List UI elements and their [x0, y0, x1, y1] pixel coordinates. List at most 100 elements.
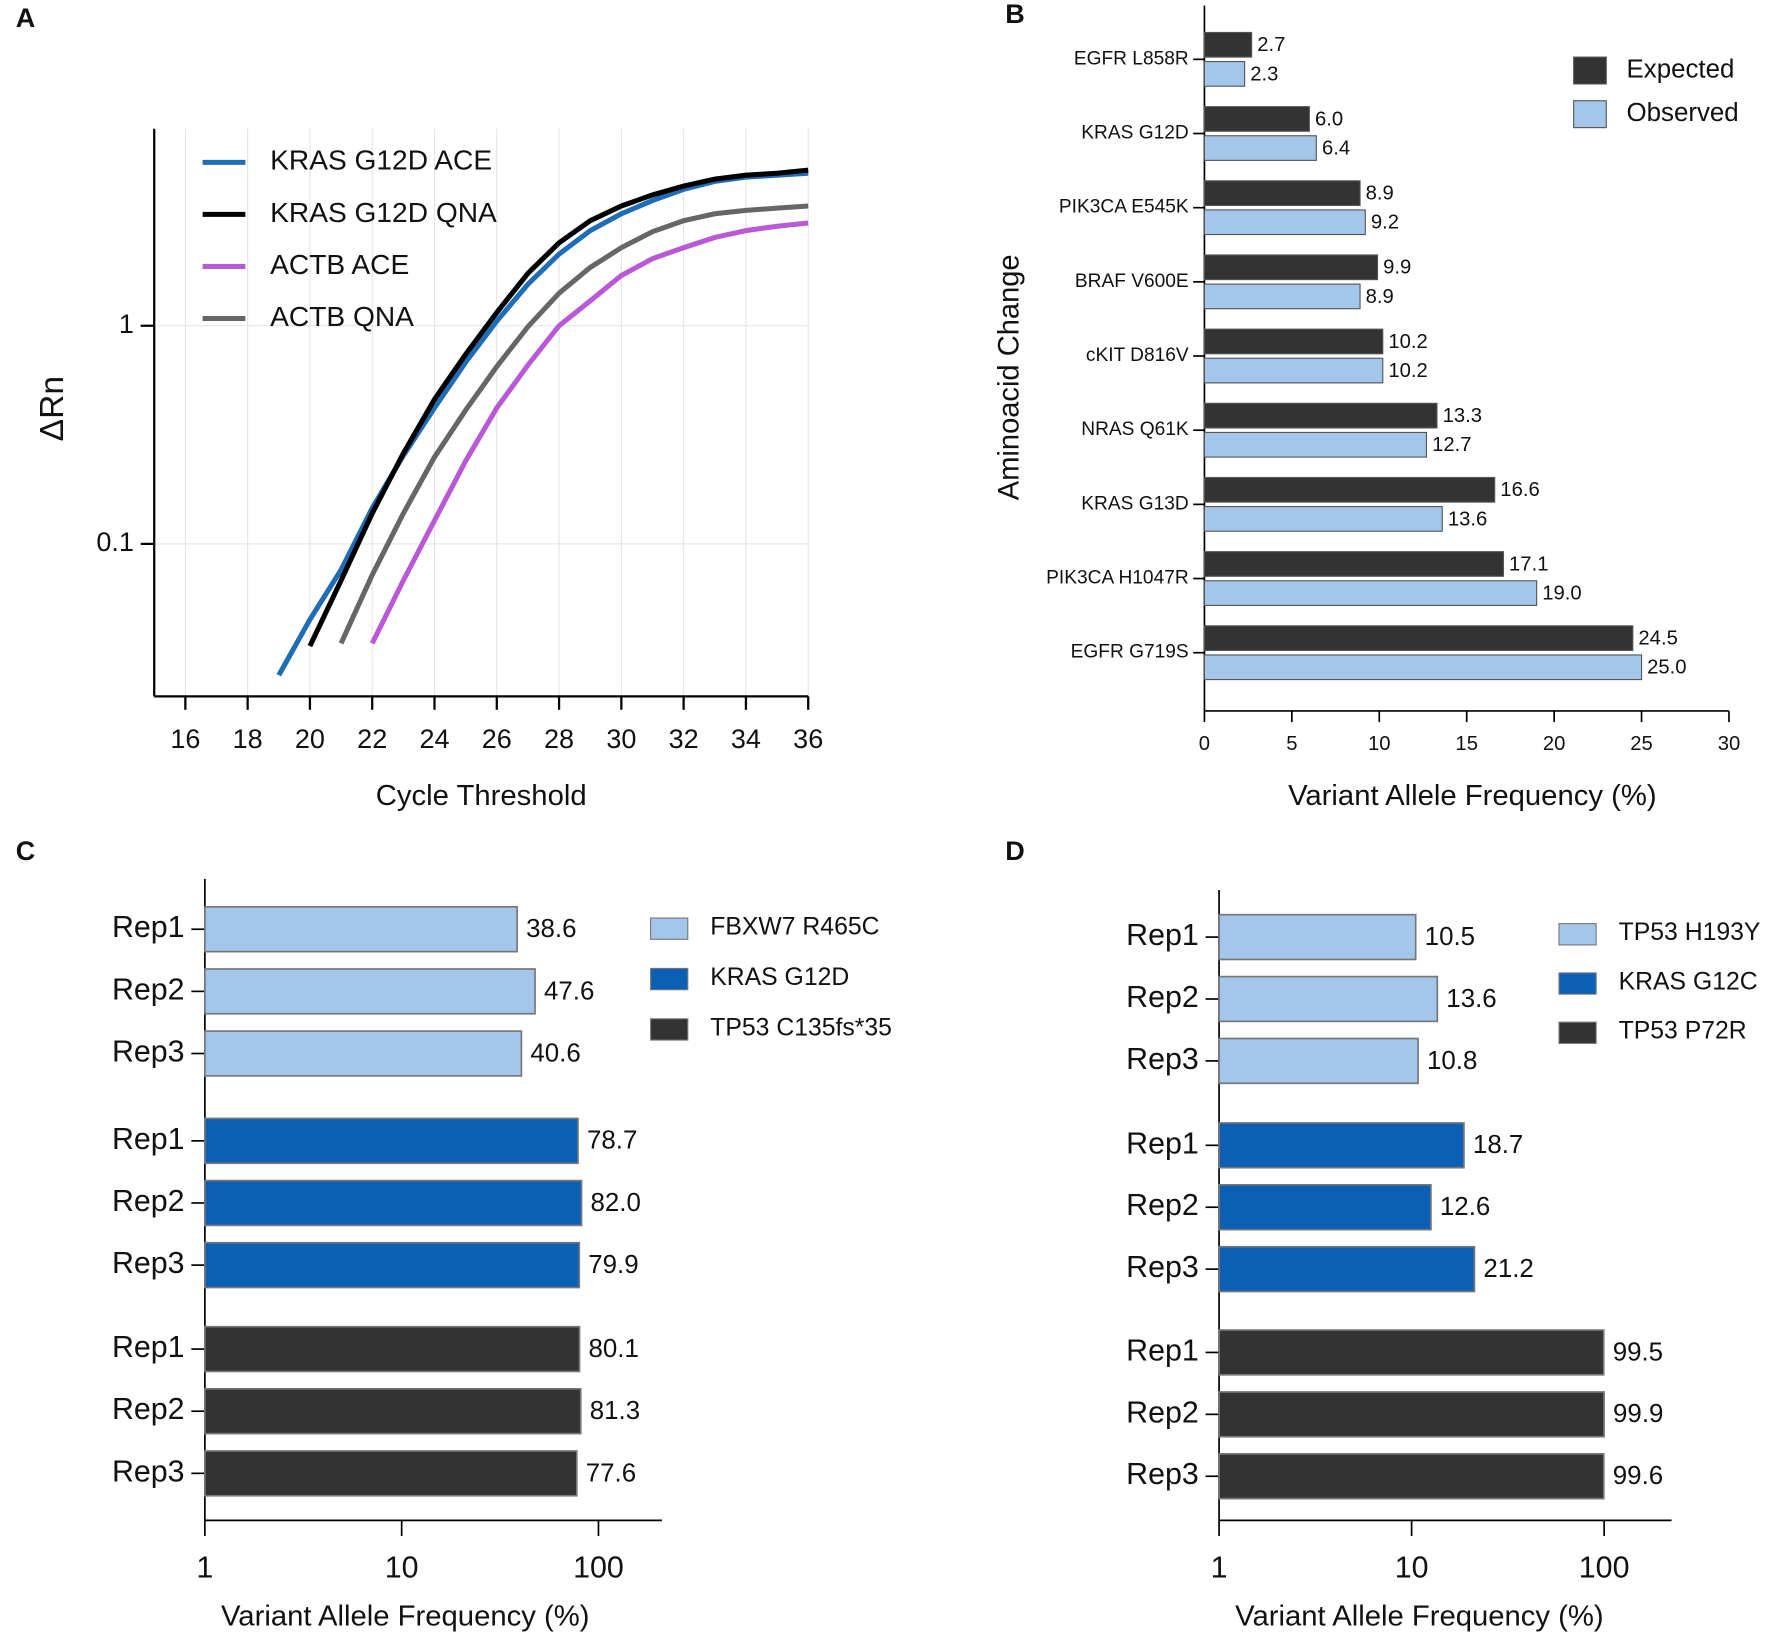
value-label: 2.3 — [1250, 63, 1278, 85]
value-label: 99.9 — [1613, 1400, 1663, 1428]
y-tick-label: Rep1 — [1126, 919, 1199, 952]
y-tick-label: Rep3 — [112, 1455, 185, 1488]
x-tick-label: 30 — [606, 724, 636, 754]
bar — [1203, 431, 1428, 458]
value-label: 24.5 — [1638, 628, 1677, 650]
y-tick-label: Rep3 — [112, 1247, 185, 1280]
bar — [1203, 209, 1366, 236]
bar — [1218, 1183, 1432, 1231]
bar — [1203, 283, 1361, 310]
x-tick-label: 10 — [1395, 1552, 1429, 1585]
legend-label: KRAS G12D — [710, 964, 849, 991]
x-tick-label: 24 — [419, 724, 449, 754]
bar — [1203, 506, 1443, 532]
value-label: 80.1 — [589, 1335, 639, 1363]
bar — [1203, 180, 1361, 207]
x-tick-label: 25 — [1630, 733, 1653, 755]
x-tick-label: 15 — [1455, 733, 1478, 755]
legend-label: KRAS G12D ACE — [270, 145, 492, 176]
bar — [1203, 135, 1317, 161]
panel-label: C — [16, 836, 36, 866]
value-label: 21.2 — [1483, 1255, 1533, 1283]
y-tick-label: Rep2 — [112, 973, 185, 1006]
line-series — [338, 203, 809, 645]
y-tick-label: Rep3 — [112, 1036, 185, 1069]
y-tick-label: cKIT D816V — [1086, 345, 1189, 366]
bar — [1203, 31, 1253, 58]
x-tick-label: 26 — [482, 724, 512, 754]
bar — [204, 968, 536, 1015]
y-axis-label: ΔRn — [34, 376, 71, 441]
bar — [1218, 1245, 1476, 1293]
x-tick-label: 30 — [1718, 733, 1741, 755]
y-tick-label: 1 — [119, 309, 134, 339]
value-label: 2.7 — [1257, 34, 1285, 56]
y-tick-label: Rep1 — [112, 1123, 185, 1156]
bar — [1203, 551, 1504, 577]
panel-label: A — [16, 3, 36, 33]
bar — [204, 1030, 523, 1077]
y-tick-label: Rep1 — [1126, 1334, 1199, 1367]
bar — [1218, 975, 1439, 1023]
value-label: 13.6 — [1448, 508, 1487, 530]
x-axis-label: Variant Allele Frequency (%) — [1235, 1601, 1604, 1633]
y-tick-label: PIK3CA H1047R — [1046, 568, 1188, 589]
legend-label: KRAS G12D QNA — [270, 197, 497, 228]
bar — [1203, 580, 1538, 606]
x-tick-label: 10 — [1368, 733, 1391, 755]
bar — [204, 1387, 582, 1435]
y-tick-label: Rep3 — [1126, 1458, 1199, 1491]
bar — [1203, 402, 1438, 429]
line-series — [307, 167, 809, 648]
x-tick-label: 10 — [385, 1552, 419, 1585]
value-label: 17.1 — [1509, 553, 1548, 575]
y-tick-label: Rep1 — [112, 1331, 185, 1364]
value-label: 47.6 — [544, 977, 594, 1005]
value-label: 9.9 — [1383, 257, 1411, 279]
value-label: 99.6 — [1613, 1462, 1663, 1490]
y-tick-label: EGFR L858R — [1074, 48, 1189, 69]
value-label: 18.7 — [1473, 1131, 1523, 1159]
bar — [1203, 625, 1634, 652]
bar — [1218, 1453, 1605, 1500]
bar — [204, 1117, 579, 1165]
legend-label: Observed — [1627, 99, 1739, 127]
value-label: 19.0 — [1542, 583, 1581, 605]
x-tick-label: 20 — [295, 724, 325, 754]
bar — [1203, 476, 1496, 503]
y-tick-label: Rep2 — [1126, 1396, 1199, 1429]
panel-label: B — [1005, 0, 1025, 29]
line-series — [369, 220, 809, 645]
y-tick-label: Rep2 — [112, 1185, 185, 1218]
value-label: 77.6 — [586, 1459, 636, 1487]
bar — [1218, 1122, 1465, 1169]
legend-label: TP53 C135fs*35 — [710, 1014, 892, 1041]
value-label: 10.2 — [1388, 360, 1427, 382]
y-tick-label: Rep2 — [1126, 981, 1199, 1014]
bar — [1203, 61, 1246, 87]
legend-label: Expected — [1627, 55, 1735, 83]
bar — [1203, 357, 1384, 384]
x-tick-label: 32 — [669, 724, 699, 754]
value-label: 6.0 — [1315, 108, 1343, 130]
legend-label: TP53 H193Y — [1619, 919, 1761, 946]
legend-label: FBXW7 R465C — [710, 914, 879, 941]
x-tick-label: 5 — [1286, 733, 1297, 755]
value-label: 9.2 — [1371, 212, 1399, 234]
y-tick-label: NRAS Q61K — [1081, 419, 1189, 440]
x-tick-label: 34 — [731, 724, 761, 754]
x-tick-label: 100 — [1579, 1552, 1630, 1585]
value-label: 12.6 — [1440, 1193, 1490, 1221]
x-tick-label: 28 — [544, 724, 574, 754]
value-label: 12.7 — [1432, 434, 1471, 456]
x-axis-label: Variant Allele Frequency (%) — [1288, 780, 1657, 812]
legend-label: TP53 P72R — [1619, 1018, 1747, 1045]
bar — [1218, 1037, 1419, 1085]
value-label: 40.6 — [530, 1039, 580, 1067]
y-tick-label: Rep2 — [112, 1393, 185, 1426]
y-tick-label: KRAS G13D — [1081, 493, 1188, 514]
bar — [1203, 106, 1310, 132]
legend-swatch — [1558, 972, 1597, 995]
legend-label: ACTB ACE — [270, 249, 409, 280]
y-tick-label: 0.1 — [96, 527, 134, 557]
